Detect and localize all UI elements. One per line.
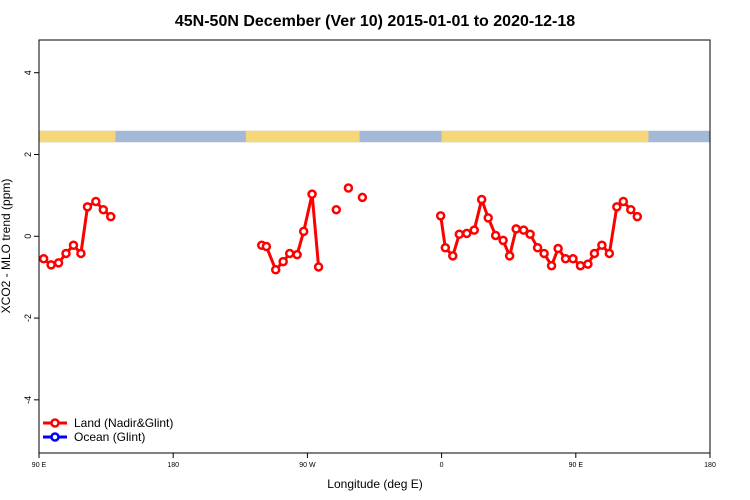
plot-frame bbox=[38, 39, 711, 454]
land-ocean-strip bbox=[39, 130, 710, 143]
series-0-point-0-8 bbox=[98, 204, 109, 215]
y-tick-label-3: 2 bbox=[23, 152, 33, 157]
series-0-point-0-3 bbox=[61, 248, 71, 259]
series-0-point-2-14 bbox=[532, 242, 543, 253]
y-axis: -4 -2 0 2 4 bbox=[23, 70, 39, 404]
series-0-isolated-point-0 bbox=[331, 204, 342, 215]
series-0-point-1-7 bbox=[307, 189, 317, 199]
series-0-point-2-15 bbox=[539, 248, 549, 259]
y-tick-label-1: -2 bbox=[23, 314, 33, 322]
series-0-point-2-0 bbox=[435, 211, 446, 221]
land-band-0 bbox=[39, 130, 116, 143]
series-0-point-2-8 bbox=[490, 230, 501, 241]
x-tick-label-1: 180 bbox=[167, 462, 179, 469]
series-0-point-2-19 bbox=[568, 254, 578, 264]
series-0-point-1-4 bbox=[284, 248, 295, 259]
x-tick-label-0: 90 E bbox=[32, 462, 47, 469]
legend-marker-0 bbox=[50, 418, 60, 428]
series-layer bbox=[38, 183, 643, 275]
series-0-point-0-6 bbox=[82, 202, 93, 212]
y-axis-label: XCO2 - MLO trend (ppm) bbox=[0, 179, 13, 314]
series-0-isolated-point-1 bbox=[343, 183, 354, 193]
series-0-point-2-7 bbox=[483, 213, 493, 223]
land-band-2 bbox=[441, 130, 649, 143]
series-0-point-2-13 bbox=[525, 229, 535, 239]
series-0-point-1-3 bbox=[278, 256, 288, 267]
series-0-point-2-4 bbox=[462, 228, 472, 239]
series-0-point-2-2 bbox=[448, 251, 458, 261]
y-tick-label-2: 0 bbox=[23, 234, 33, 239]
series-0-point-2-21 bbox=[583, 259, 593, 269]
series-0-point-2-18 bbox=[560, 254, 571, 264]
series-0-point-2-17 bbox=[553, 243, 563, 254]
series-0-point-0-1 bbox=[46, 260, 56, 270]
legend-label-0: Land (Nadir&Glint) bbox=[74, 416, 173, 430]
series-0-point-1-1 bbox=[261, 241, 272, 252]
x-tick-label-4: 90 E bbox=[569, 462, 584, 469]
x-tick-label-3: 0 bbox=[440, 462, 444, 469]
series-0-point-2-6 bbox=[476, 194, 487, 205]
legend-label-1: Ocean (Glint) bbox=[74, 430, 145, 444]
series-0-point-2-11 bbox=[511, 224, 521, 234]
series-0-point-2-24 bbox=[604, 248, 615, 259]
x-axis-label: Longitude (deg E) bbox=[327, 477, 422, 491]
x-tick-label-2: 90 W bbox=[299, 462, 316, 469]
series-0-point-2-10 bbox=[504, 251, 515, 261]
legend-marker-1 bbox=[50, 432, 60, 442]
series-0-point-2-3 bbox=[454, 229, 465, 239]
legend: Land (Nadir&Glint)Ocean (Glint) bbox=[43, 416, 173, 444]
series-0-point-2-12 bbox=[518, 225, 529, 235]
series-0-point-2-5 bbox=[469, 225, 479, 235]
series-0-point-2-28 bbox=[632, 211, 643, 222]
series-0-point-2-27 bbox=[626, 204, 636, 215]
series-0-point-0-2 bbox=[53, 258, 64, 268]
series-0-point-2-22 bbox=[589, 248, 600, 259]
series-0-point-2-20 bbox=[575, 260, 586, 271]
y-tick-label-4: 4 bbox=[23, 70, 33, 75]
series-0-point-1-2 bbox=[270, 265, 281, 275]
series-0-point-2-1 bbox=[440, 242, 451, 253]
land-band-1 bbox=[245, 130, 360, 143]
series-0-line-1 bbox=[261, 192, 321, 272]
series-0-point-2-23 bbox=[597, 240, 607, 251]
series-0-point-0-0 bbox=[38, 254, 49, 264]
series-0-point-2-9 bbox=[498, 235, 508, 246]
chart-title: 45N-50N December (Ver 10) 2015-01-01 to … bbox=[175, 13, 575, 30]
series-0-point-1-5 bbox=[292, 249, 302, 260]
ocean-band bbox=[39, 130, 710, 143]
series-0-point-1-8 bbox=[313, 262, 324, 272]
series-0-point-0-5 bbox=[76, 248, 86, 259]
y-tick-label-0: -4 bbox=[23, 396, 33, 404]
x-tick-label-5: 180 bbox=[704, 462, 716, 469]
series-0-isolated-point-2 bbox=[357, 192, 368, 203]
series-0-point-1-6 bbox=[298, 226, 309, 237]
series-0-point-0-9 bbox=[106, 211, 116, 222]
series-0-point-0-7 bbox=[91, 196, 101, 207]
x-axis: 90 E 180 90 W 0 90 E 180 bbox=[32, 453, 716, 469]
series-0-point-0-4 bbox=[68, 240, 79, 251]
series-0-point-2-25 bbox=[612, 202, 622, 212]
series-0-point-2-26 bbox=[618, 196, 629, 207]
series-0-point-2-16 bbox=[546, 260, 557, 271]
